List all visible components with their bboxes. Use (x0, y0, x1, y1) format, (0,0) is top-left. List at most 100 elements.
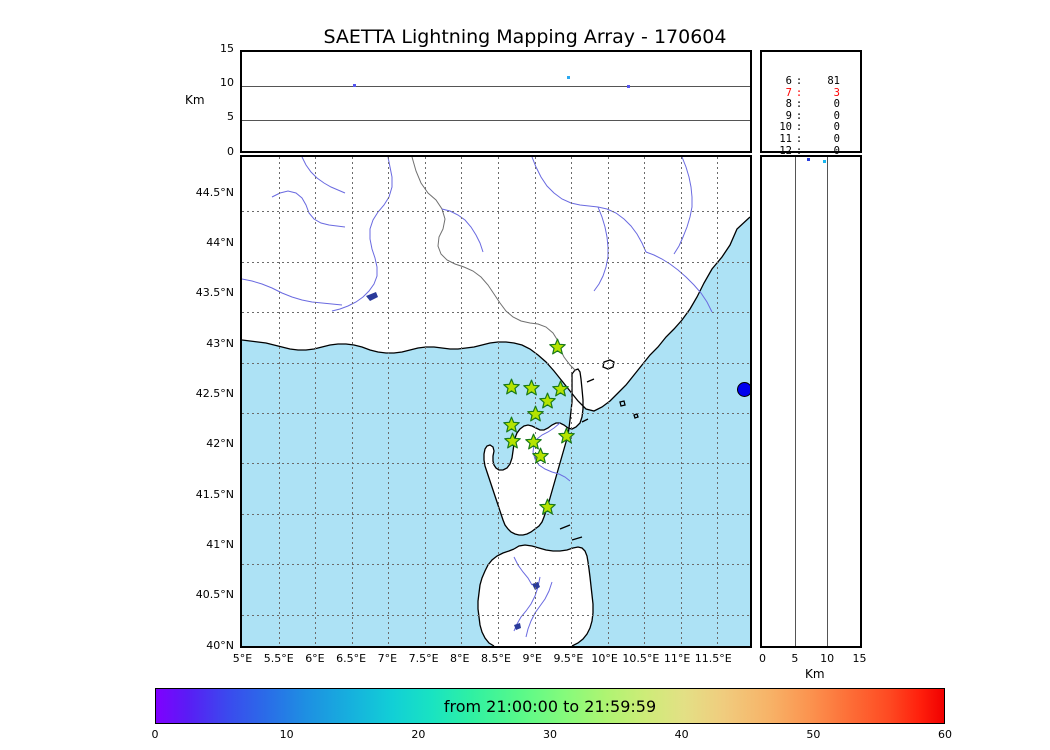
altitude-tick-15: 15 (220, 42, 234, 55)
stat-key: 8 (785, 98, 792, 111)
graticule-lat-41.5 (242, 513, 750, 515)
table-row: 9: 0 (770, 109, 840, 123)
altitude-gridline-10 (242, 85, 750, 87)
lake-c (366, 292, 378, 301)
river-arno (645, 251, 713, 313)
source-point (626, 85, 630, 89)
stat-value: 0 (833, 121, 840, 134)
time-colorbar[interactable] (155, 688, 945, 724)
station-star-marker (539, 392, 556, 409)
side-gridline-5 (794, 157, 796, 646)
blue-dot-marker (737, 381, 750, 397)
sardinia-coastline (513, 544, 594, 646)
lat-tick-label: 42°N (206, 437, 234, 451)
stat-key: 9 (785, 109, 792, 122)
side-tick-label: 10 (820, 652, 835, 665)
graticule-lon-11 (680, 157, 682, 646)
lon-tick-label: 5°E (232, 652, 253, 665)
side-tick-label: 0 (759, 652, 766, 665)
lat-tick-label: 44.5°N (195, 185, 234, 199)
lon-tick-label: 5.5°E (263, 652, 294, 665)
map-panel[interactable] (240, 155, 752, 648)
border-fr-it (411, 157, 561, 350)
river-secondary-b (301, 157, 346, 194)
stat-value: 0 (833, 132, 840, 145)
station-star-marker (503, 378, 520, 395)
lon-tick-label: 7.5°E (408, 652, 439, 665)
stat-value: 0 (833, 109, 840, 122)
stat-key: 11 (779, 132, 792, 145)
graticule-lon-5.5 (278, 157, 280, 646)
islet-small-b (633, 413, 639, 419)
station-count-panel: 6: 81 7: 3 8: 0 9: 0 10: 0 11: 0 12: 0 (760, 50, 862, 156)
map-svg (242, 157, 750, 646)
lake-a (532, 582, 540, 590)
graticule-lon-6.5 (351, 157, 353, 646)
lon-tick-label: 8.5°E (481, 652, 511, 665)
stat-sep: : (795, 132, 803, 145)
river-var (242, 278, 343, 306)
islet-small-a (619, 400, 626, 407)
graticule-lat-44 (242, 261, 750, 263)
station-star-marker (532, 447, 549, 464)
mainland-landmass (242, 157, 750, 411)
lon-tick-label: 10°E (591, 652, 618, 665)
graticule-lon-11.5 (717, 157, 719, 646)
stat-key: 10 (779, 121, 792, 134)
lon-tick-label: 9°E (522, 652, 542, 665)
altitude-tick-0: 0 (227, 145, 234, 158)
blue-dot-layer (242, 157, 750, 646)
stat-sep: : (795, 75, 803, 87)
lat-tick-label: 43°N (206, 336, 234, 350)
graticule-lon-10 (607, 157, 609, 646)
graticule-lat-42.5 (242, 413, 750, 414)
graticule-lon-10.5 (644, 157, 646, 646)
river-sardinia-c (513, 556, 533, 586)
lon-tick-label: 6.5°E (336, 652, 367, 665)
islet-strait-a (559, 524, 571, 530)
lakes-group (366, 292, 540, 630)
side-altitude-panel[interactable] (760, 155, 862, 648)
graticule-lon-9 (534, 157, 536, 646)
lat-tick-label: 43.5°N (195, 286, 234, 300)
table-row: 12: 0 (770, 144, 840, 158)
colorbar-tick-label: 50 (806, 728, 821, 741)
source-point (806, 158, 810, 162)
colorbar-tick-label: 30 (543, 728, 557, 741)
table-row: 7: 3 (770, 86, 840, 100)
side-axis-label: Km (805, 667, 825, 681)
graticule-lat-42 (242, 463, 750, 465)
graticule-lat-44.5 (242, 211, 750, 213)
colorbar-tick-label: 20 (411, 728, 426, 741)
stat-key: 12 (779, 144, 792, 157)
table-row: 6: 81 (770, 75, 840, 88)
graticule-lat-41 (242, 564, 750, 566)
islet-elba (602, 359, 615, 370)
lake-b (514, 623, 521, 630)
colorbar-tick-label: 0 (151, 728, 159, 741)
colorbar-tick-label: 60 (938, 728, 952, 741)
table-row: 11: 0 (770, 132, 840, 146)
lat-tick-label: 44°N (206, 236, 234, 250)
lon-tick-label: 8°E (450, 652, 470, 665)
stat-value: 3 (833, 86, 840, 99)
station-star-marker (539, 498, 556, 515)
source-point (822, 159, 826, 163)
graticule-lon-6 (315, 157, 317, 646)
station-star-marker (503, 432, 521, 449)
altitude-axis-label: Km (185, 93, 205, 107)
stat-sep: : (795, 86, 803, 99)
lat-tick-label: 40.5°N (195, 588, 234, 602)
mainland-coastline (242, 216, 750, 412)
stat-sep: : (795, 121, 803, 134)
station-star-marker (527, 405, 544, 422)
lon-tick-label: 10.5°E (622, 652, 660, 665)
lat-tick-label: 40°N (206, 638, 234, 652)
altitude-time-panel[interactable] (240, 50, 752, 153)
islet-small-d (581, 418, 589, 423)
graticule-lat-40.5 (242, 614, 750, 616)
altitude-tick-5: 5 (227, 110, 234, 123)
colorbar-tick-label: 10 (279, 728, 294, 741)
colorbar-tick-label: 40 (674, 728, 689, 741)
lat-tick-label: 41°N (206, 537, 234, 551)
